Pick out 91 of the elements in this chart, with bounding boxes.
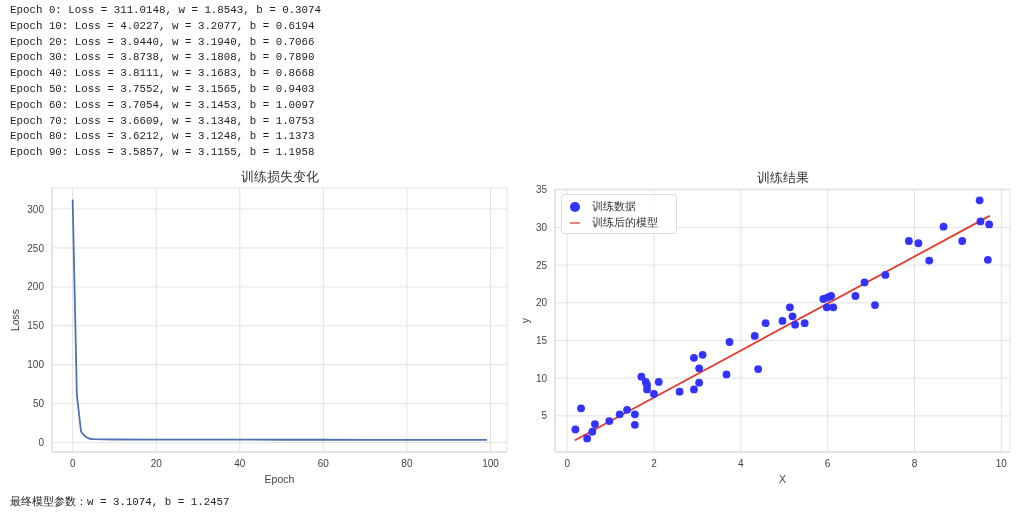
x-tick-label: 6 [824, 458, 831, 470]
point [615, 410, 624, 419]
text: 最终模型参数：w = 3.1074, b = 1.2457 [10, 495, 230, 510]
y-tick-label: 25 [535, 259, 548, 271]
x-tick-label: 0 [69, 458, 76, 470]
point [650, 390, 658, 398]
point [722, 370, 731, 379]
x-tick-label: 60 [317, 458, 330, 470]
legend-label: 训练数据 [592, 200, 636, 212]
y-tick-label: 35 [535, 184, 548, 196]
point [939, 222, 948, 231]
y-tick-label: 150 [27, 320, 45, 332]
point [637, 372, 646, 381]
point [851, 292, 860, 300]
y-tick-label: 50 [32, 398, 45, 410]
y-tick-label: 15 [535, 335, 548, 347]
point [785, 303, 794, 312]
point [791, 320, 799, 329]
x-tick-label: 10 [995, 458, 1008, 470]
point [827, 292, 836, 300]
y-axis-title: Loss [9, 308, 21, 332]
point [654, 378, 663, 386]
point [829, 303, 838, 312]
point [914, 239, 923, 248]
text: Epoch 80: Loss = 3.6212, w = 3.1248, b = 1.1373 [10, 129, 316, 145]
point [975, 196, 984, 205]
point [577, 404, 585, 413]
point [904, 237, 913, 245]
text: Epoch 20: Loss = 3.9440, w = 3.1940, b = 0.7066 [10, 34, 316, 50]
text: Epoch 30: Loss = 3.8738, w = 3.1808, b = 0.7890 [10, 50, 316, 66]
point [800, 319, 809, 328]
x-tick-label: 100 [482, 458, 500, 470]
point [588, 427, 597, 436]
x-tick-label: 40 [234, 458, 246, 470]
y-tick-label: 300 [27, 203, 45, 215]
x-tick-label: 4 [738, 458, 745, 470]
y-tick-label: 5 [541, 410, 548, 422]
x-axis-title: Epoch [264, 473, 295, 485]
point [925, 256, 934, 265]
point [695, 378, 704, 387]
text: Epoch 10: Loss = 4.0227, w = 3.2077, b = 0.6194 [10, 18, 316, 34]
chart-title: 训练结果 [755, 170, 810, 186]
text: Epoch 40: Loss = 3.8111, w = 3.1683, b = 0.8668 [10, 66, 316, 82]
chart-title: 训练损失变化 [239, 169, 320, 185]
y-tick-label: 200 [27, 281, 45, 293]
point [788, 312, 797, 321]
text: Epoch 90: Loss = 3.5857, w = 3.1155, b = 1.1958 [10, 145, 316, 161]
x-tick-label: 80 [401, 458, 413, 470]
point [754, 365, 763, 374]
point [958, 237, 967, 245]
text: Epoch 50: Loss = 3.7552, w = 3.1565, b = 0.9403 [10, 82, 316, 97]
y-tick-label: 100 [27, 359, 45, 371]
point [623, 405, 631, 414]
y-tick-label: 10 [535, 372, 548, 384]
y-tick-label: 0 [38, 437, 45, 449]
point [695, 364, 704, 373]
y-tick-label: 250 [27, 242, 45, 254]
x-tick-label: 8 [911, 458, 918, 470]
point [690, 385, 698, 394]
point [605, 417, 614, 425]
point [571, 425, 580, 434]
point [976, 217, 985, 226]
x-tick-label: 20 [150, 458, 163, 470]
point [698, 350, 707, 359]
point [881, 271, 890, 279]
point [985, 220, 994, 229]
x-tick-label: 0 [564, 458, 571, 470]
point [630, 410, 639, 419]
point [871, 301, 879, 309]
y-tick-label: 20 [535, 297, 548, 309]
point [822, 303, 831, 312]
text: Epoch 0: Loss = 311.0148, w = 1.8543, b = 0.3074 [10, 3, 322, 18]
point [983, 255, 992, 264]
text: Epoch 70: Loss = 3.6609, w = 3.1348, b = 1.0753 [10, 113, 316, 129]
legend-label: 训练后的模型 [592, 216, 658, 228]
point [860, 278, 869, 287]
y-axis-title: y [519, 317, 531, 324]
point [675, 387, 684, 396]
x-axis-title: X [778, 473, 787, 485]
x-tick-label: 2 [651, 458, 658, 470]
line-series [71, 199, 488, 441]
text: Epoch 60: Loss = 3.7054, w = 3.1453, b = 1.0097 [10, 97, 316, 113]
point [778, 316, 787, 325]
point [690, 353, 698, 362]
point [630, 420, 639, 429]
point [591, 420, 599, 429]
point [750, 332, 759, 340]
y-tick-label: 30 [535, 221, 548, 233]
point [583, 434, 592, 443]
point [725, 338, 734, 346]
point [761, 319, 770, 328]
